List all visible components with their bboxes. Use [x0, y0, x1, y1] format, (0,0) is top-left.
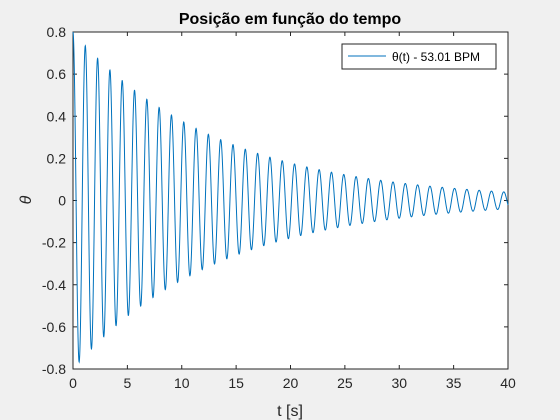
- y-tick-label: 0: [58, 193, 66, 209]
- y-tick-label: 0.8: [47, 24, 67, 40]
- y-tick-label: -0.4: [42, 277, 66, 293]
- x-tick-label: 30: [391, 375, 407, 391]
- x-tick-label: 0: [69, 375, 77, 391]
- x-tick-label: 40: [500, 375, 516, 391]
- y-tick-label: -0.8: [42, 361, 66, 377]
- legend: θ(t) - 53.01 BPM: [341, 43, 497, 70]
- y-tick-label: -0.6: [42, 319, 66, 335]
- x-axis-label: t [s]: [277, 403, 303, 420]
- y-axis: -0.8 -0.6 -0.4 -0.2 0 0.2 0.4 0.6 0.8: [42, 24, 508, 377]
- x-tick-label: 25: [337, 375, 353, 391]
- y-tick-label: -0.2: [42, 235, 66, 251]
- x-tick-label: 15: [228, 375, 244, 391]
- y-tick-label: 0.2: [47, 150, 67, 166]
- y-axis-label: θ: [18, 195, 35, 204]
- theta-series-line: [72, 31, 509, 364]
- x-tick-label: 5: [123, 375, 131, 391]
- x-axis: 0 5 10 15 20 25 30 35 40: [69, 32, 516, 391]
- plot-area: [72, 31, 509, 370]
- chart-title: Posição em função do tempo: [179, 11, 401, 28]
- x-tick-label: 20: [283, 375, 299, 391]
- y-tick-label: 0.6: [47, 66, 67, 82]
- x-tick-label: 10: [174, 375, 190, 391]
- legend-entry-label: θ(t) - 53.01 BPM: [392, 50, 480, 64]
- x-tick-label: 35: [446, 375, 462, 391]
- y-tick-label: 0.4: [47, 108, 67, 124]
